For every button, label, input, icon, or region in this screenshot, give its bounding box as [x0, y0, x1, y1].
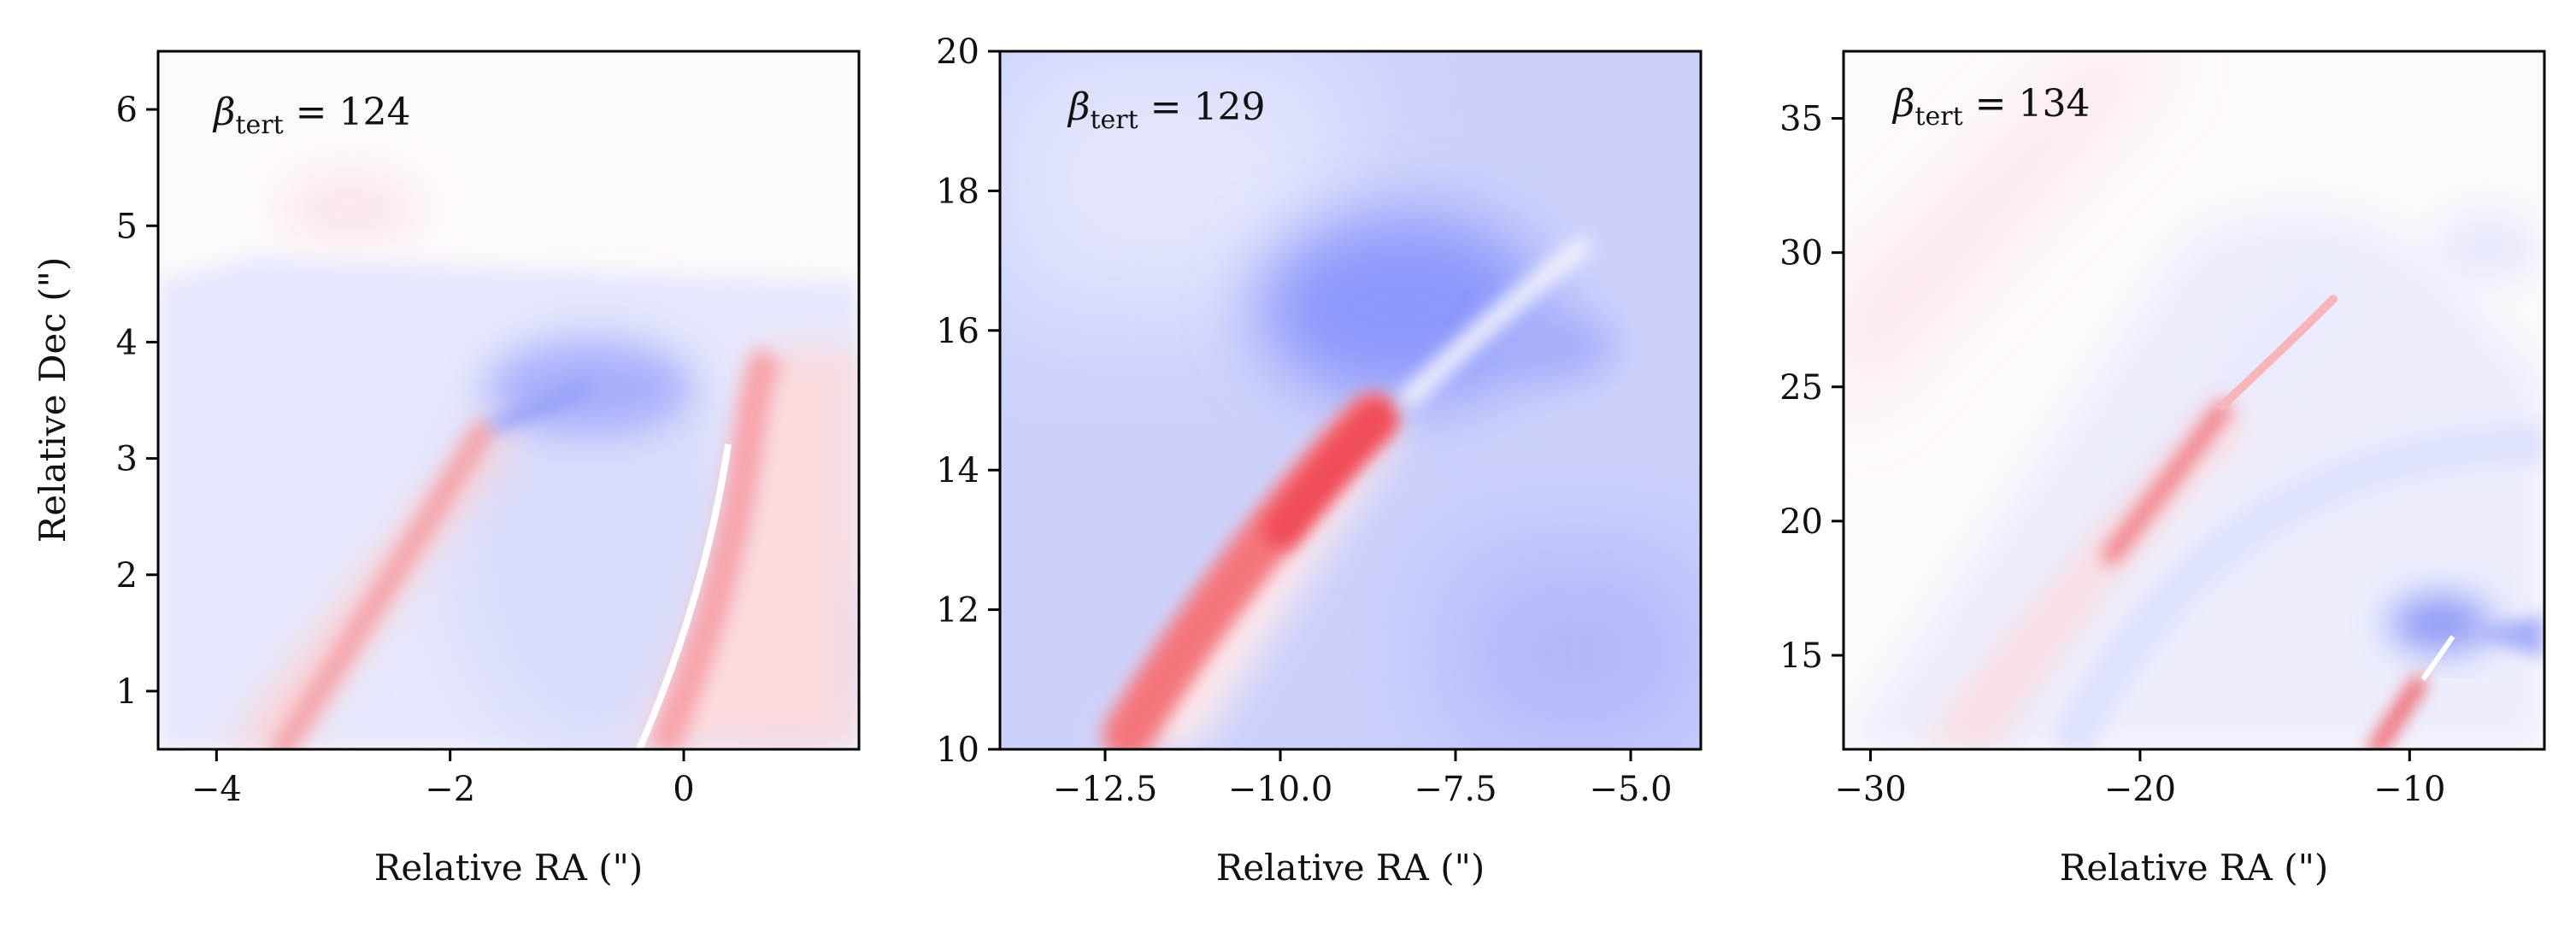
panel-2-ytick-label: 14	[936, 451, 979, 490]
panel-1-ytick-label: 6	[116, 91, 138, 130]
panel-1-ytick-label: 3	[116, 440, 138, 479]
panel-2-heatmap	[1000, 51, 1701, 749]
panel-3-ytick-label: 15	[1779, 637, 1823, 676]
panel-2-xtick-label: −10.0	[1228, 770, 1333, 809]
panel-1-ytick-label: 4	[116, 323, 138, 362]
panel-3-annotation: βtert = 134	[1891, 82, 2090, 132]
panel-2-annotation: βtert = 129	[1067, 85, 1265, 135]
panel-2-ytick-label: 20	[936, 32, 979, 72]
panel-3-xtick-label: −30	[1834, 770, 1906, 809]
panel-2-ytick-label: 18	[936, 172, 979, 211]
panel-1-annotation: βtert = 124	[212, 91, 410, 140]
panel-3-frame	[1842, 50, 2546, 751]
panel-1-xlabel: Relative RA (")	[374, 847, 644, 889]
panel-2-xtick-label: −5.0	[1589, 770, 1672, 809]
panel-2-xtick-label: −12.5	[1053, 770, 1158, 809]
panel-2-ytick-label: 12	[936, 591, 979, 631]
panel-1-heatmap	[158, 51, 859, 749]
panel-2-ytick-label: 10	[936, 730, 979, 770]
panel-3-ytick-label: 25	[1779, 368, 1823, 408]
panel-3-xtick-label: −20	[2104, 770, 2176, 809]
panel-1-frame	[156, 50, 861, 751]
panel-2-ytick-label: 16	[936, 312, 979, 351]
panel-2-xlabel: Relative RA (")	[1216, 847, 1485, 889]
panel-3-ytick-label: 30	[1779, 234, 1823, 273]
panel-1-xtick-label: 0	[673, 770, 694, 809]
panel-2-xtick-label: −7.5	[1414, 770, 1497, 809]
panel-1-xtick-label: −2	[425, 770, 475, 809]
panel-3-xtick-label: −10	[2373, 770, 2445, 809]
panel-1-ylabel: Relative Dec (")	[32, 257, 74, 543]
panel-3-ytick-label: 20	[1779, 502, 1823, 542]
panel-3-heatmap	[1844, 51, 2544, 749]
panel-1-ytick-label: 2	[116, 556, 138, 596]
panel-1-ytick-label: 5	[116, 207, 138, 246]
panel-2-frame	[998, 50, 1703, 751]
panel-1-xtick-label: −4	[191, 770, 242, 809]
panel-3-ytick-label: 35	[1779, 100, 1823, 139]
panel-1-ytick-label: 1	[116, 672, 138, 712]
panel-3-xlabel: Relative RA (")	[2060, 847, 2329, 889]
